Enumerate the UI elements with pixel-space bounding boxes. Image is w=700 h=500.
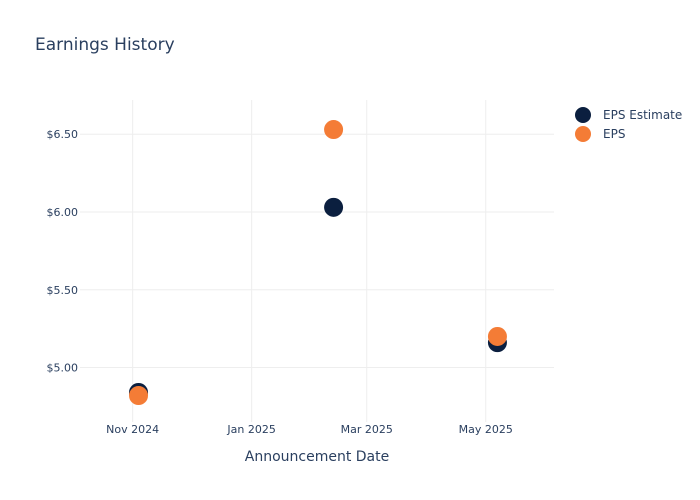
y-tick-label: $6.50 bbox=[47, 128, 79, 141]
legend-label: EPS bbox=[603, 127, 625, 141]
x-tick-label: May 2025 bbox=[459, 423, 513, 436]
y-axis-ticks: $5.00 $5.50 $6.00 $6.50 bbox=[47, 128, 79, 374]
legend-item-eps[interactable]: EPS bbox=[575, 126, 625, 142]
legend-marker bbox=[575, 107, 591, 123]
legend-label: EPS Estimate bbox=[603, 108, 682, 122]
x-axis-ticks: Nov 2024 Jan 2025 Mar 2025 May 2025 bbox=[106, 423, 513, 436]
legend-marker bbox=[575, 126, 591, 142]
eps-point[interactable] bbox=[487, 326, 507, 346]
x-tick-label: Jan 2025 bbox=[226, 423, 275, 436]
legend[interactable]: EPS Estimate EPS bbox=[575, 107, 682, 142]
chart-title: Earnings History bbox=[35, 35, 175, 55]
data-points bbox=[129, 120, 507, 406]
grid-layer bbox=[80, 100, 554, 422]
eps-estimate-point[interactable] bbox=[324, 197, 344, 217]
x-tick-label: Nov 2024 bbox=[106, 423, 159, 436]
series-eps bbox=[129, 120, 507, 406]
y-tick-label: $5.50 bbox=[47, 284, 79, 297]
y-tick-label: $5.00 bbox=[47, 362, 79, 375]
eps-point[interactable] bbox=[324, 120, 344, 140]
series-eps-estimate bbox=[129, 197, 507, 402]
legend-item-eps-estimate[interactable]: EPS Estimate bbox=[575, 107, 682, 123]
x-tick-label: Mar 2025 bbox=[341, 423, 393, 436]
eps-point[interactable] bbox=[129, 386, 149, 406]
y-tick-label: $6.00 bbox=[47, 206, 79, 219]
x-axis-title: Announcement Date bbox=[245, 449, 389, 465]
